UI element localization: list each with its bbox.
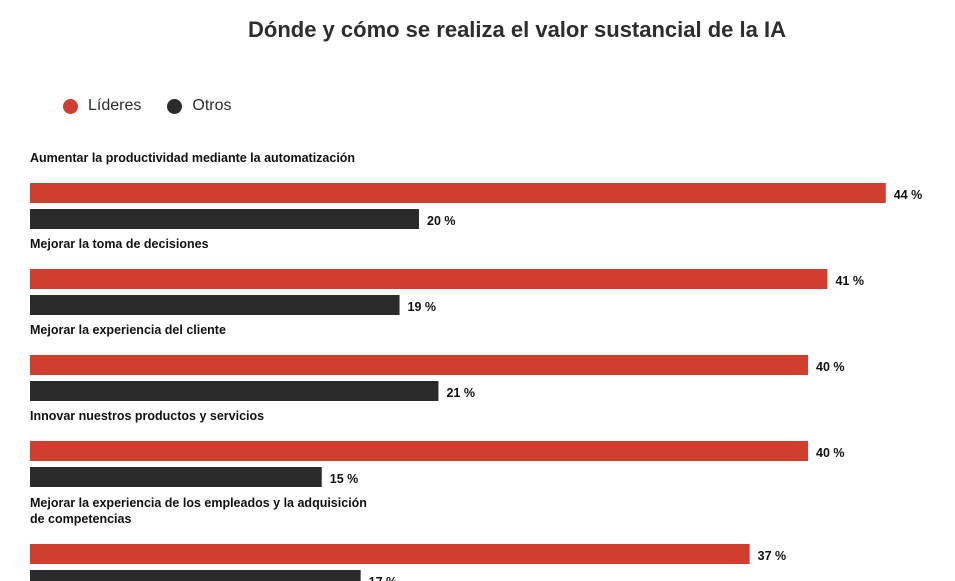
category-label: Mejorar la experiencia del cliente: [30, 323, 226, 337]
value-label: 19 %: [408, 300, 437, 314]
value-label: 41 %: [835, 274, 864, 288]
bar-otros: [30, 467, 322, 487]
bar-lideres: [30, 183, 886, 203]
legend-swatch-otros: [167, 98, 183, 114]
category-label: Innovar nuestros productos y servicios: [30, 409, 264, 423]
legend-item-otros: Otros: [167, 97, 232, 115]
category-label: Mejorar la experiencia de los empleados …: [30, 496, 367, 510]
value-label: 21 %: [446, 386, 475, 400]
value-label: 40 %: [816, 360, 845, 374]
category-label: Mejorar la toma de decisiones: [30, 237, 209, 251]
bar-otros: [30, 295, 400, 315]
bar-lideres: [30, 269, 828, 289]
bar-otros: [30, 209, 419, 229]
value-label: 37 %: [758, 549, 787, 563]
bar-lideres: [30, 544, 750, 564]
chart-title: Dónde y cómo se realiza el valor sustanc…: [248, 17, 786, 42]
bar-lideres: [30, 441, 808, 461]
category-label: Aumentar la productividad mediante la au…: [30, 151, 355, 165]
value-label: 20 %: [427, 214, 456, 228]
legend-label-otros: Otros: [192, 97, 232, 114]
value-label: 15 %: [330, 472, 359, 486]
legend-swatch-lideres: [63, 98, 78, 114]
category-label: de competencias: [30, 512, 131, 526]
legend-label-lideres: Líderes: [88, 97, 142, 114]
value-label: 44 %: [894, 188, 923, 202]
bar-otros: [30, 381, 439, 401]
legend: Líderes Otros: [63, 97, 258, 115]
value-label: 17 %: [369, 575, 398, 581]
bar-lideres: [30, 355, 808, 375]
bar-otros: [30, 570, 361, 581]
legend-item-lideres: Líderes: [63, 97, 141, 115]
value-label: 40 %: [816, 446, 845, 460]
